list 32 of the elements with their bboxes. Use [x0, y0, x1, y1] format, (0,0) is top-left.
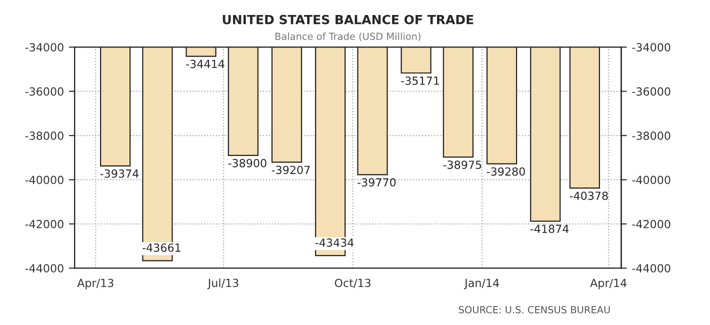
- data-label: -35171: [401, 76, 439, 85]
- data-label: -41874: [530, 224, 569, 234]
- y-tick-label: -34000: [25, 43, 64, 52]
- y2-tick-label: -34000: [632, 43, 670, 52]
- chart-subtitle: Balance of Trade (USD Million): [275, 32, 420, 42]
- x-tick-label: Apr/13: [77, 278, 114, 290]
- y-tick-label: -42000: [25, 220, 64, 228]
- data-label: -39280: [486, 167, 525, 176]
- source-note: SOURCE: U.S. CENSUS BUREAU: [458, 306, 610, 314]
- data-label: -40378: [570, 192, 608, 200]
- y2-tick-label: -36000: [632, 87, 670, 96]
- chart-title: UNITED STATES BALANCE OF TRADE: [222, 14, 474, 24]
- y-tick-label: -40000: [25, 176, 64, 184]
- y2-tick-label: -42000: [632, 220, 670, 228]
- y-tick-label: -38000: [25, 132, 64, 140]
- y2-tick-label: -38000: [632, 132, 670, 140]
- x-tick-label: Apr/14: [590, 278, 627, 290]
- y2-tick-label: -44000: [632, 264, 670, 273]
- data-label: -39207: [272, 166, 310, 174]
- y2-tick-label: -40000: [632, 176, 670, 184]
- data-label: -39374: [100, 169, 139, 178]
- y-tick-label: -36000: [25, 87, 64, 96]
- data-label: -38900: [228, 158, 266, 168]
- y-tick-label: -44000: [25, 264, 64, 273]
- data-label: -34414: [186, 60, 224, 68]
- x-tick-label: Jan/14: [464, 278, 499, 290]
- x-tick-label: Jul/13: [207, 278, 238, 290]
- data-label: -43661: [142, 243, 180, 252]
- data-label: -43434: [315, 238, 354, 247]
- data-label: -39770: [358, 178, 396, 187]
- data-label: -38975: [443, 160, 482, 169]
- x-tick-label: Oct/13: [334, 278, 370, 288]
